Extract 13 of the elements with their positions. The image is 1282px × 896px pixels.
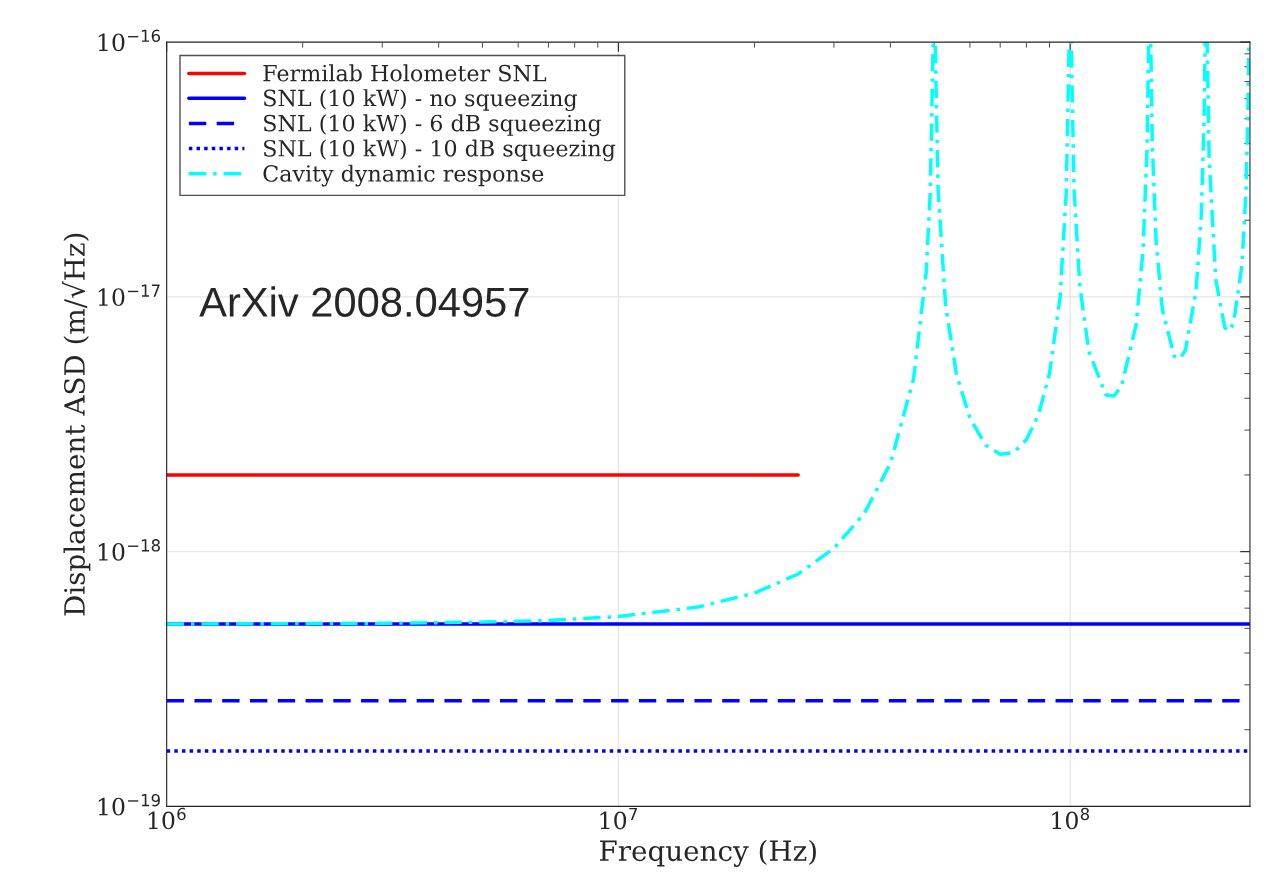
legend-label: SNL (10 kW) - no squeezing: [264, 89, 578, 111]
legend-label: Cavity dynamic response: [263, 164, 544, 187]
y-tick-label: 10$^{−17}$: [98, 284, 160, 307]
legend-label: SNL (10 kW) - 10 dB squeezing: [264, 139, 616, 162]
y-axis-title: Displacement ASD (m/√Hz): [62, 233, 91, 616]
x-tick-label: 10$^{8}$: [1052, 807, 1090, 830]
annotation: ArXiv 2008.04957: [199, 286, 529, 317]
y-tick-label: 10$^{−16}$: [98, 29, 161, 52]
x-tick-label: 10$^{7}$: [600, 807, 638, 830]
y-tick-label: 10$^{−18}$: [98, 539, 160, 561]
legend-label: Fermilab Holometer SNL: [263, 64, 547, 82]
x-axis-title: Frequency (Hz): [600, 839, 816, 867]
legend-label: SNL (10 kW) - 6 dB squeezing: [264, 114, 602, 137]
